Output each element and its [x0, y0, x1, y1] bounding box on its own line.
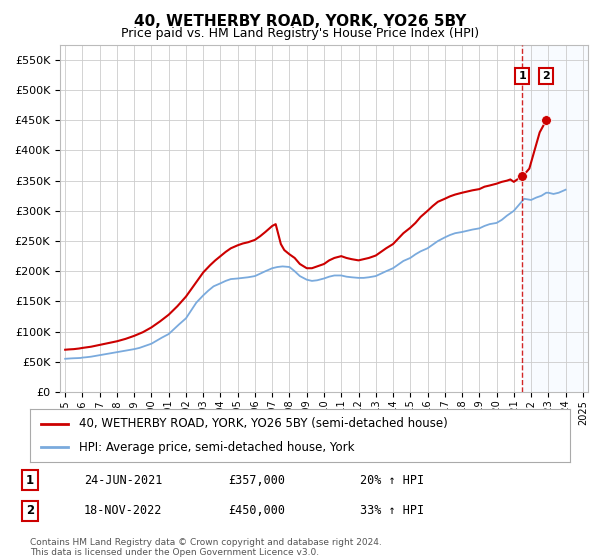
Text: 18-NOV-2022: 18-NOV-2022 — [84, 505, 163, 517]
Text: 1: 1 — [26, 474, 34, 487]
Text: 40, WETHERBY ROAD, YORK, YO26 5BY: 40, WETHERBY ROAD, YORK, YO26 5BY — [134, 14, 466, 29]
Text: 2: 2 — [542, 71, 550, 81]
Text: Contains HM Land Registry data © Crown copyright and database right 2024.
This d: Contains HM Land Registry data © Crown c… — [30, 538, 382, 557]
Text: 2: 2 — [26, 505, 34, 517]
Text: £357,000: £357,000 — [228, 474, 285, 487]
Text: HPI: Average price, semi-detached house, York: HPI: Average price, semi-detached house,… — [79, 441, 354, 454]
Text: 24-JUN-2021: 24-JUN-2021 — [84, 474, 163, 487]
Text: £450,000: £450,000 — [228, 505, 285, 517]
Text: 1: 1 — [518, 71, 526, 81]
Bar — [522, 45, 588, 392]
Text: 40, WETHERBY ROAD, YORK, YO26 5BY (semi-detached house): 40, WETHERBY ROAD, YORK, YO26 5BY (semi-… — [79, 417, 448, 430]
Text: 20% ↑ HPI: 20% ↑ HPI — [360, 474, 424, 487]
Text: 33% ↑ HPI: 33% ↑ HPI — [360, 505, 424, 517]
Text: Price paid vs. HM Land Registry's House Price Index (HPI): Price paid vs. HM Land Registry's House … — [121, 27, 479, 40]
